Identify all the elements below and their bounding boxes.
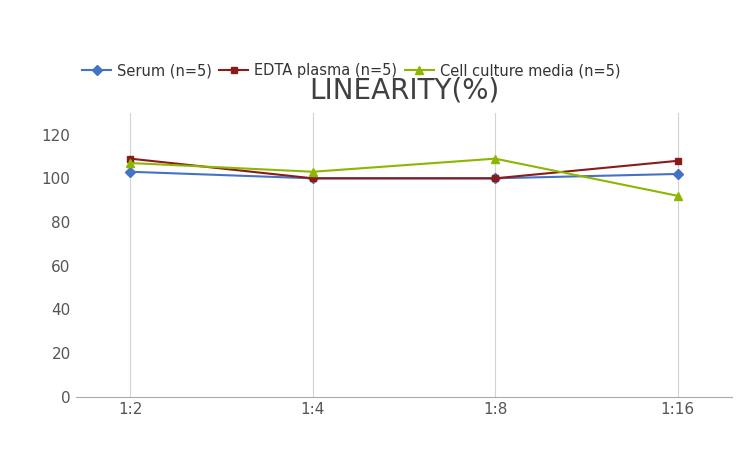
EDTA plasma (n=5) — [308, 175, 317, 181]
Cell culture media (n=5) — [125, 160, 135, 166]
Cell culture media (n=5) — [673, 193, 683, 198]
Cell culture media (n=5) — [308, 169, 317, 175]
EDTA plasma (n=5) — [673, 158, 683, 164]
EDTA plasma (n=5) — [125, 156, 135, 161]
Serum (n=5) — [673, 171, 683, 177]
Serum (n=5) — [308, 175, 317, 181]
Serum (n=5) — [491, 175, 500, 181]
Line: Cell culture media (n=5): Cell culture media (n=5) — [126, 155, 682, 200]
Cell culture media (n=5) — [491, 156, 500, 161]
EDTA plasma (n=5) — [491, 175, 500, 181]
Line: Serum (n=5): Serum (n=5) — [127, 168, 681, 182]
Legend: Serum (n=5), EDTA plasma (n=5), Cell culture media (n=5): Serum (n=5), EDTA plasma (n=5), Cell cul… — [76, 58, 626, 84]
Serum (n=5) — [125, 169, 135, 175]
Line: EDTA plasma (n=5): EDTA plasma (n=5) — [127, 155, 681, 182]
Title: LINEARITY(%): LINEARITY(%) — [309, 77, 499, 105]
